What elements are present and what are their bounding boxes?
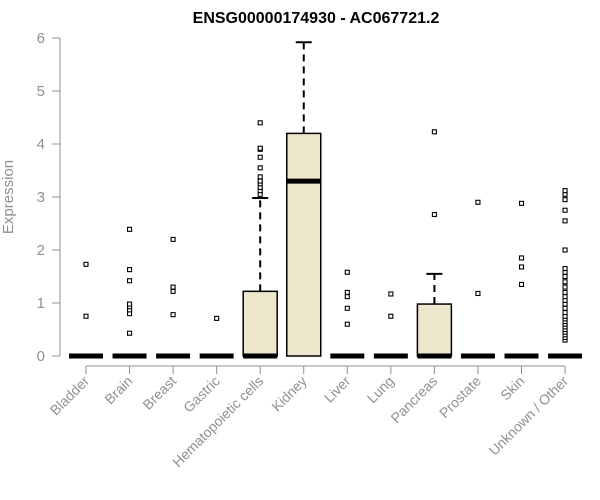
outlier-point <box>344 305 350 311</box>
plot-area <box>69 41 583 359</box>
y-tick-label: 4 <box>37 136 45 153</box>
outlier-point <box>518 200 525 206</box>
x-tick-label: Gastric <box>180 373 223 416</box>
box-group <box>504 200 539 359</box>
box-group <box>548 188 583 359</box>
x-tick-label: Skin <box>497 373 528 404</box>
box-group <box>242 120 278 359</box>
x-tick-label: Unknown / Other <box>486 373 572 459</box>
outlier-point <box>170 236 176 242</box>
outlier-point <box>518 281 525 288</box>
y-tick-label: 5 <box>37 83 45 100</box>
y-tick-label: 0 <box>37 348 45 365</box>
x-tick-label: Lung <box>364 373 397 406</box>
box-group <box>286 41 322 357</box>
box-group <box>373 291 408 359</box>
outlier-point <box>83 261 89 267</box>
outlier-point <box>562 247 568 253</box>
outlier-point <box>257 145 263 151</box>
outlier-point <box>344 289 350 295</box>
outlier-point <box>127 278 133 284</box>
outlier-point <box>257 154 263 160</box>
outlier-point <box>127 301 133 307</box>
outlier-point <box>344 294 350 300</box>
outlier-point <box>562 197 568 203</box>
y-axis: 0 1 2 3 4 5 6 <box>37 30 61 365</box>
outlier-point <box>170 288 176 294</box>
box-group <box>416 129 453 359</box>
outlier-point <box>562 305 568 311</box>
box-group <box>112 226 147 359</box>
x-tick-label: Kidney <box>268 373 310 415</box>
outlier-point <box>170 312 176 318</box>
outlier-point <box>127 267 133 273</box>
y-axis-label: Expression <box>0 160 17 234</box>
outlier-point <box>562 284 568 290</box>
x-tick-label: Prostate <box>436 373 484 421</box>
x-tick-label: Bladder <box>47 373 93 419</box>
outlier-point <box>344 269 350 275</box>
outlier-point <box>388 291 394 297</box>
box-group <box>199 315 234 359</box>
outlier-point <box>431 211 437 218</box>
outlier-point <box>257 120 263 126</box>
outlier-point <box>431 129 437 135</box>
box-group <box>330 269 365 359</box>
x-tick-label: Breast <box>139 373 179 413</box>
y-tick-label: 1 <box>37 295 45 312</box>
outlier-point <box>127 330 133 336</box>
box-group <box>460 199 495 359</box>
y-tick-label: 6 <box>37 30 45 47</box>
outlier-point <box>562 273 568 280</box>
y-tick-label: 3 <box>37 189 45 206</box>
box-group <box>156 236 191 359</box>
outlier-point <box>475 199 481 205</box>
outlier-point <box>257 178 263 184</box>
x-tick-label: Pancreas <box>387 373 440 426</box>
outlier-point <box>562 265 568 272</box>
x-tick-label: Brain <box>101 373 135 407</box>
outlier-point <box>170 284 176 290</box>
outlier-point <box>83 313 89 319</box>
outlier-point <box>562 218 568 224</box>
outlier-point <box>518 255 525 261</box>
y-tick-label: 2 <box>37 242 45 259</box>
outlier-point <box>257 174 263 180</box>
outlier-point <box>214 315 220 321</box>
outlier-point <box>562 188 568 194</box>
x-tick-label: Liver <box>321 373 354 406</box>
outlier-point <box>388 313 394 319</box>
outlier-point <box>562 289 568 295</box>
outlier-point <box>562 294 568 300</box>
box <box>416 303 453 357</box>
box-group <box>69 261 103 359</box>
outlier-point <box>257 165 263 171</box>
outlier-point <box>562 279 568 285</box>
outlier-point <box>562 207 568 213</box>
chart-title: ENSG00000174930 - AC067721.2 <box>193 10 440 27</box>
outlier-point <box>475 290 481 297</box>
outlier-point <box>562 309 568 316</box>
box <box>242 290 278 357</box>
outlier-point <box>344 321 350 327</box>
box <box>286 132 322 357</box>
outlier-point <box>518 264 525 270</box>
outlier-point <box>127 226 133 232</box>
